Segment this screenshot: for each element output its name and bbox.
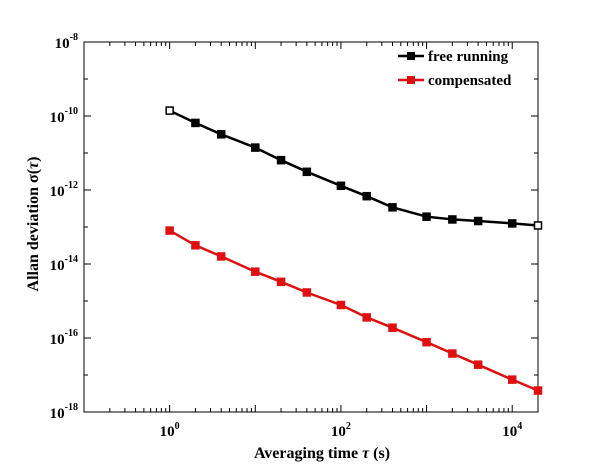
data-point (388, 323, 397, 332)
y-tick-label: 10-18 (50, 402, 78, 422)
y-tick-label: 10-12 (50, 180, 78, 200)
y-tick-label: 10-10 (50, 106, 78, 126)
series-line-free-running (169, 109, 539, 227)
data-point (473, 360, 483, 369)
y-tick-label: 10-8 (55, 32, 78, 52)
data-point (336, 300, 346, 310)
legend-marker-compensated (407, 76, 415, 84)
legend: free running compensated (398, 49, 512, 89)
legend-label-compensated: compensated (428, 73, 512, 89)
data-point (362, 191, 371, 201)
series-free-running (165, 106, 543, 230)
data-point (388, 203, 397, 212)
data-point (276, 277, 286, 287)
data-point (216, 130, 226, 139)
data-point (362, 313, 371, 322)
data-point (302, 288, 312, 297)
data-point (251, 267, 260, 276)
series-compensated (165, 226, 543, 395)
legend-marker-free-running (407, 52, 415, 60)
data-point (336, 181, 346, 191)
data-point (507, 219, 517, 228)
y-tick-label: 10-14 (50, 254, 78, 274)
data-point (165, 106, 174, 115)
y-tick-label: 10-16 (50, 328, 78, 348)
data-point (251, 143, 260, 152)
data-point (533, 386, 543, 395)
plot-frame (83, 41, 539, 413)
data-point (191, 118, 200, 128)
data-point (533, 221, 543, 230)
data-point (191, 241, 200, 250)
data-point (507, 375, 517, 384)
data-point (165, 226, 174, 235)
data-point (276, 155, 286, 165)
data-point (302, 167, 312, 177)
series-line-compensated (168, 229, 539, 392)
x-tick-label: 104 (502, 421, 522, 440)
data-point (422, 212, 431, 221)
x-axis-title: Averaging time τ (s) (254, 445, 390, 462)
data-point (473, 216, 483, 226)
x-tick-label: 100 (160, 421, 180, 440)
data-point (448, 349, 457, 358)
legend-label-free-running: free running (428, 49, 509, 65)
data-point (448, 215, 457, 224)
y-axis-title: Allan deviation σ(τ) (25, 157, 42, 292)
data-point (422, 337, 431, 347)
data-point (216, 252, 226, 261)
x-tick-label: 102 (331, 421, 351, 440)
axes: 100 102 104 10-8 10-10 10-12 10-14 10-16 10-18 (50, 32, 539, 440)
series-layer (165, 106, 543, 395)
